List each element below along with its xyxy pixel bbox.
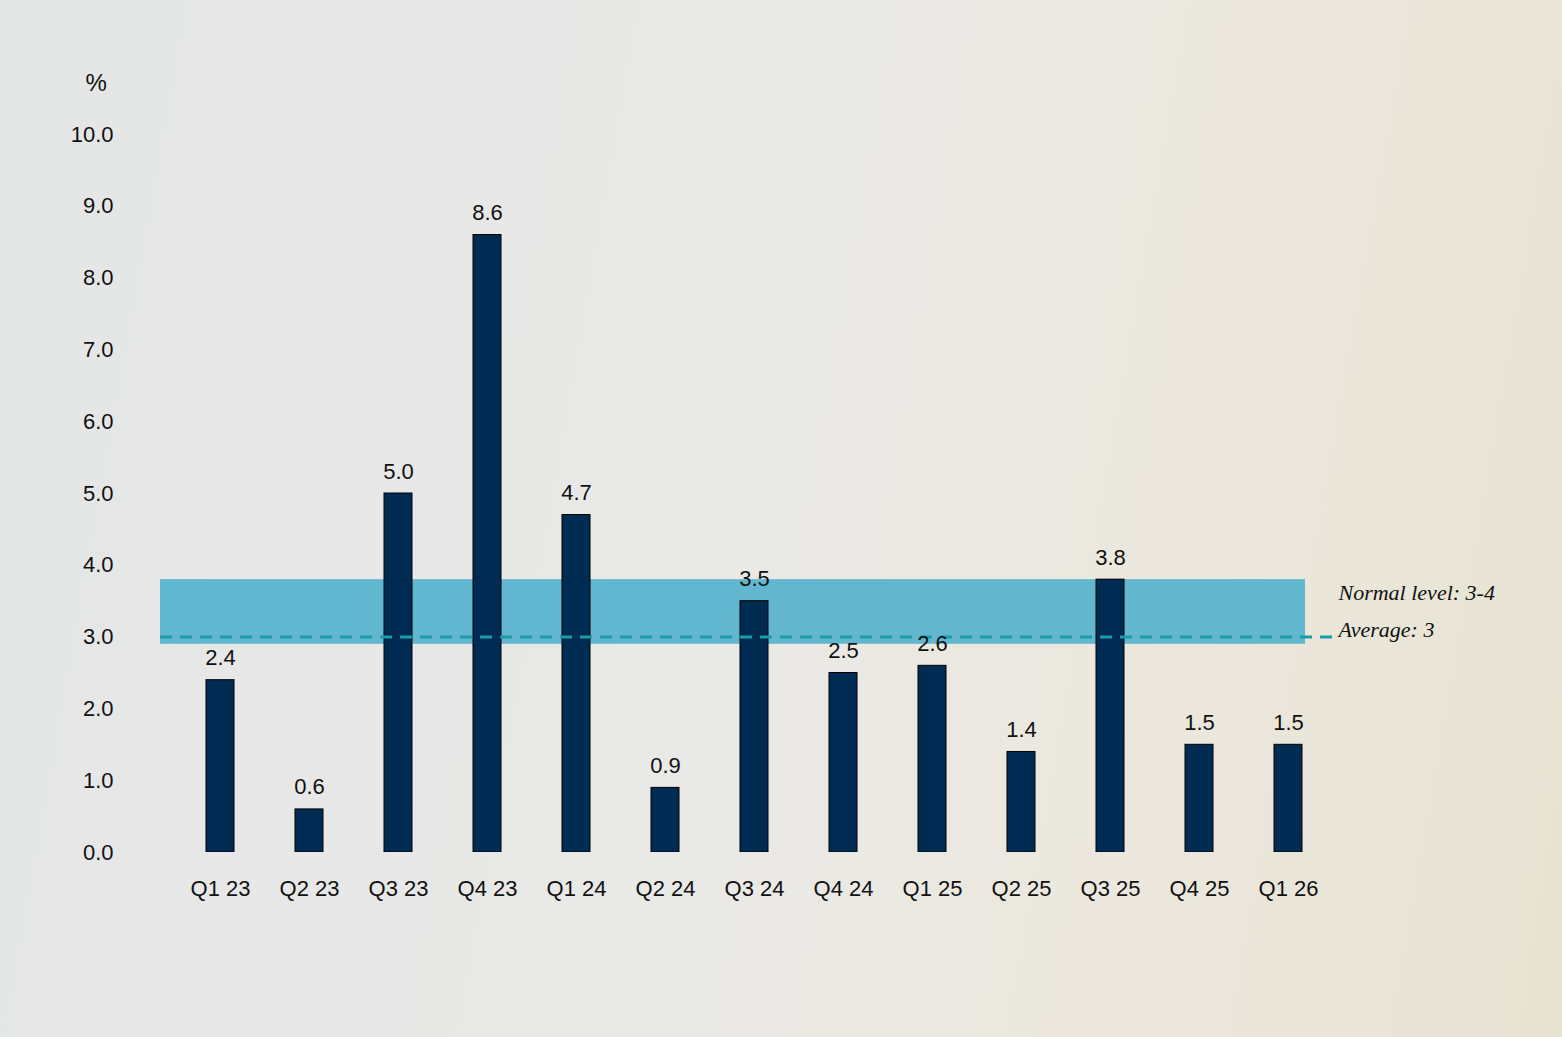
svg-text:Normal level: 3-4: Normal level: 3-4: [1338, 580, 1495, 605]
svg-text:7.0: 7.0: [83, 337, 114, 362]
svg-text:1.0: 1.0: [83, 768, 114, 793]
svg-text:6.0: 6.0: [83, 409, 114, 434]
svg-text:Average: 3: Average: 3: [1337, 617, 1435, 642]
svg-text:1.5: 1.5: [1273, 710, 1304, 735]
svg-text:2.0: 2.0: [83, 696, 114, 721]
svg-text:2.5: 2.5: [828, 638, 859, 663]
svg-text:8.6: 8.6: [472, 200, 503, 225]
svg-text:4.7: 4.7: [561, 480, 592, 505]
svg-text:4.0: 4.0: [83, 552, 114, 577]
svg-text:8.0: 8.0: [83, 265, 114, 290]
svg-text:0.0: 0.0: [83, 840, 114, 865]
svg-text:5.0: 5.0: [383, 459, 414, 484]
svg-text:Q1 25: Q1 25: [903, 876, 963, 901]
svg-text:2.4: 2.4: [205, 645, 236, 670]
svg-text:0.9: 0.9: [650, 753, 681, 778]
svg-text:Q3 24: Q3 24: [725, 876, 785, 901]
svg-text:2.6: 2.6: [917, 631, 948, 656]
svg-text:%: %: [86, 69, 107, 96]
svg-text:Q2 23: Q2 23: [280, 876, 340, 901]
svg-text:3.0: 3.0: [83, 624, 114, 649]
svg-text:Q1 23: Q1 23: [191, 876, 251, 901]
svg-text:1.5: 1.5: [1184, 710, 1215, 735]
svg-text:Q4 25: Q4 25: [1170, 876, 1230, 901]
svg-text:0.6: 0.6: [294, 774, 325, 799]
svg-text:3.5: 3.5: [739, 566, 770, 591]
svg-text:10.0: 10.0: [71, 122, 114, 147]
svg-text:Q4 23: Q4 23: [458, 876, 518, 901]
svg-text:Q3 25: Q3 25: [1081, 876, 1141, 901]
svg-text:Q2 24: Q2 24: [636, 876, 696, 901]
svg-text:5.0: 5.0: [83, 481, 114, 506]
svg-text:1.4: 1.4: [1006, 717, 1037, 742]
svg-text:Q1 26: Q1 26: [1259, 876, 1319, 901]
svg-text:Q2 25: Q2 25: [992, 876, 1052, 901]
svg-text:Q1 24: Q1 24: [547, 876, 607, 901]
svg-text:Q4 24: Q4 24: [814, 876, 874, 901]
svg-text:3.8: 3.8: [1095, 545, 1126, 570]
svg-text:9.0: 9.0: [83, 193, 114, 218]
svg-text:Q3 23: Q3 23: [369, 876, 429, 901]
